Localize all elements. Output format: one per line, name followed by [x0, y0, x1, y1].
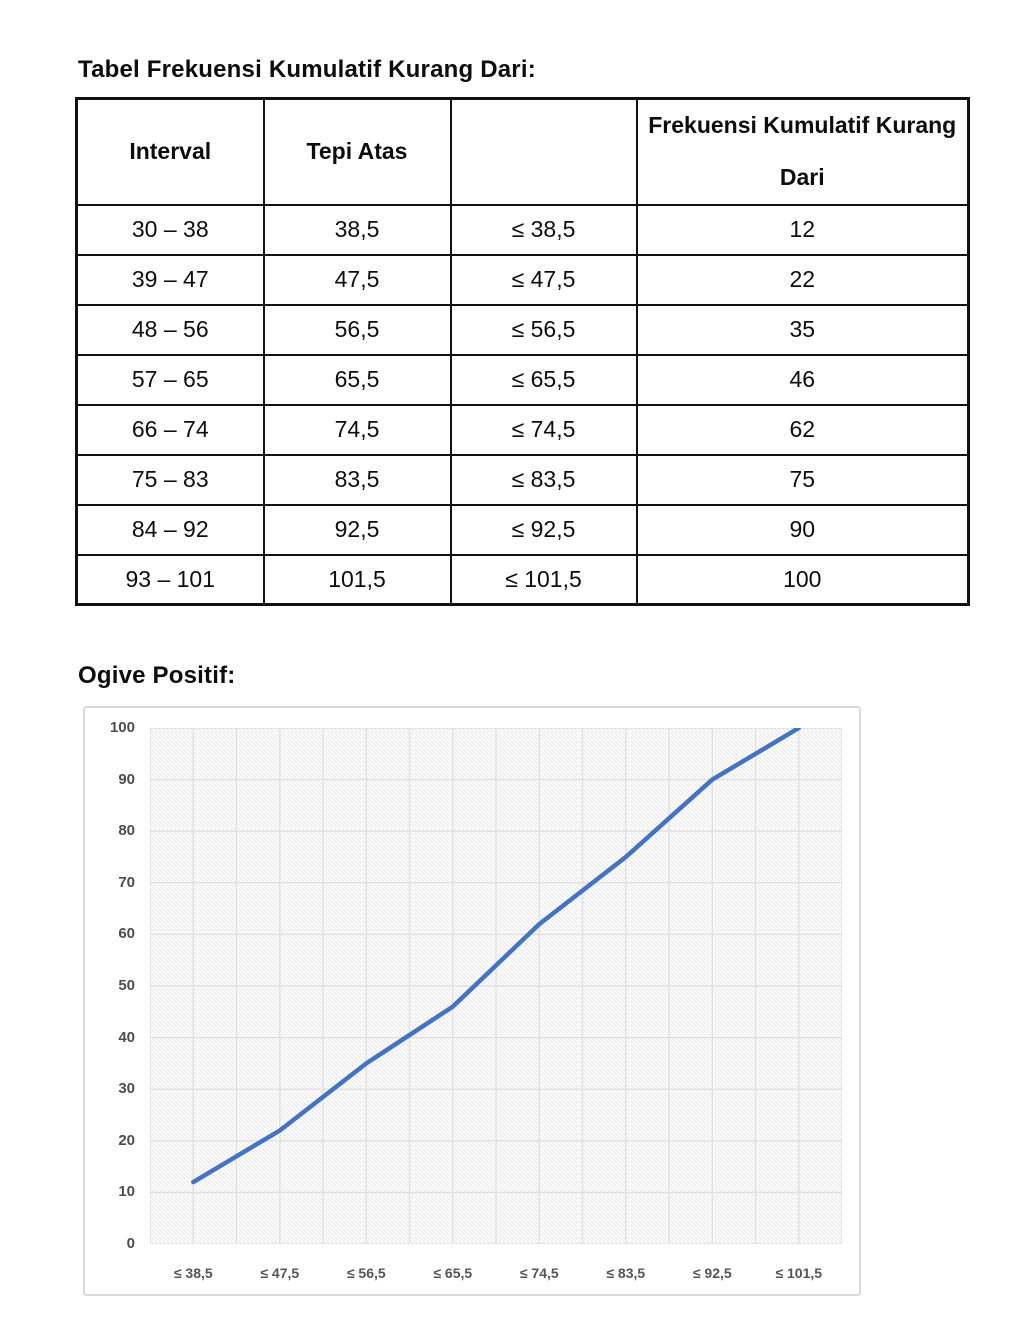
table-cell: 30 – 38	[75, 203, 265, 256]
table-row: 66 – 74 74,5 ≤ 74,5 62	[75, 403, 970, 456]
table-cell: 101,5	[262, 553, 452, 606]
table-cell: ≤ 92,5	[449, 503, 638, 556]
table-row: 75 – 83 83,5 ≤ 83,5 75	[75, 453, 970, 506]
frequency-table: Interval Tepi Atas Frekuensi Kumulatif Kur…	[75, 97, 970, 606]
table-cell: 38,5	[262, 203, 452, 256]
table-cell: 46	[635, 353, 970, 406]
table-row: 39 – 47 47,5 ≤ 47,5 22	[75, 253, 970, 306]
table-row: 30 – 38 38,5 ≤ 38,5 12	[75, 203, 970, 256]
table-cell: 66 – 74	[75, 403, 265, 456]
x-axis-tick-label: ≤ 65,5	[433, 1265, 473, 1281]
table-body: 30 – 38 38,5 ≤ 38,5 12 39 – 47 47,5 ≤ 47,5 22 48…	[75, 203, 970, 606]
table-cell: 22	[635, 253, 970, 306]
x-axis-tick-label: ≤ 38,5	[173, 1265, 213, 1281]
table-cell: ≤ 47,5	[449, 253, 638, 306]
table-header-cell: Interval	[75, 97, 265, 206]
table-cell: 57 – 65	[75, 353, 265, 406]
table-cell: 65,5	[262, 353, 452, 406]
chart-title: Ogive Positif:	[78, 662, 236, 689]
table-cell: ≤ 38,5	[449, 203, 638, 256]
ogive-line	[191, 728, 802, 1185]
table-cell: 92,5	[262, 503, 452, 556]
plot-area	[150, 728, 842, 1244]
table-header-cell: Frekuensi Kumulatif Kurang Dari	[635, 97, 970, 206]
table-cell: 74,5	[262, 403, 452, 456]
table-cell: ≤ 101,5	[449, 553, 638, 606]
y-axis-tick-label: 20	[118, 1131, 135, 1149]
table-cell: 47,5	[262, 253, 452, 306]
x-axis-tick-label: ≤ 101,5	[775, 1265, 823, 1281]
table-header-cell	[449, 97, 638, 206]
y-axis-tick-label: 60	[118, 925, 135, 943]
table-cell: 93 – 101	[75, 553, 265, 606]
table-row: 57 – 65 65,5 ≤ 65,5 46	[75, 353, 970, 406]
y-axis-tick-label: 10	[118, 1183, 135, 1201]
table-cell: 84 – 92	[75, 503, 265, 556]
y-axis-tick-label: 100	[109, 719, 135, 736]
x-axis-tick-label: ≤ 47,5	[260, 1265, 300, 1281]
y-axis-tick-label: 40	[118, 1028, 135, 1046]
table-cell: 48 – 56	[75, 303, 265, 356]
table-cell: 100	[635, 553, 970, 606]
table-cell: ≤ 83,5	[449, 453, 638, 506]
y-axis-tick-label: 50	[118, 977, 135, 994]
table-cell: 90	[635, 503, 970, 556]
y-axis-tick-label: 30	[118, 1080, 135, 1098]
table-cell: ≤ 74,5	[449, 403, 638, 456]
table-cell: ≤ 56,5	[449, 303, 638, 356]
x-axis-labels: ≤ 38,5 ≤ 47,5 ≤ 56,5 ≤ 65,5 ≤ 74,5 ≤ 83,5 ≤ 92…	[85, 1262, 859, 1288]
table-cell: 75 – 83	[75, 453, 265, 506]
x-axis-tick-label: ≤ 56,5	[346, 1265, 386, 1281]
table-cell: 62	[635, 403, 970, 456]
x-axis-tick-label: ≤ 92,5	[692, 1265, 732, 1281]
y-axis-tick-label: 70	[118, 873, 135, 891]
table-cell: 56,5	[262, 303, 452, 356]
y-axis-tick-label: 0	[126, 1235, 135, 1252]
table-cell: 75	[635, 453, 970, 506]
y-axis-labels: 0 10 20 30 40 50 60 70 80 90 100	[85, 708, 135, 1294]
table-row: 48 – 56 56,5 ≤ 56,5 35	[75, 303, 970, 356]
y-axis-tick-label: 90	[118, 770, 135, 788]
table-title: Tabel Frekuensi Kumulatif Kurang Dari:	[78, 56, 536, 83]
table-cell: 39 – 47	[75, 253, 265, 306]
ogive-chart: 0 10 20 30 40 50 60 70 80 90 100 ≤ 38,5 ≤ 47,5 ≤ 56,…	[83, 706, 861, 1296]
table-cell: 35	[635, 303, 970, 356]
table-row: 93 – 101 101,5 ≤ 101,5 100	[75, 553, 970, 606]
table-cell: 83,5	[262, 453, 452, 506]
y-axis-tick-label: 80	[118, 822, 135, 840]
table-header-row: Interval Tepi Atas Frekuensi Kumulatif Kur…	[75, 97, 970, 206]
table-cell: ≤ 65,5	[449, 353, 638, 406]
x-axis-tick-label: ≤ 74,5	[519, 1265, 559, 1281]
table-header-cell: Tepi Atas	[262, 97, 452, 206]
table-row: 84 – 92 92,5 ≤ 92,5 90	[75, 503, 970, 556]
x-axis-tick-label: ≤ 83,5	[606, 1265, 646, 1281]
table-cell: 12	[635, 203, 970, 256]
